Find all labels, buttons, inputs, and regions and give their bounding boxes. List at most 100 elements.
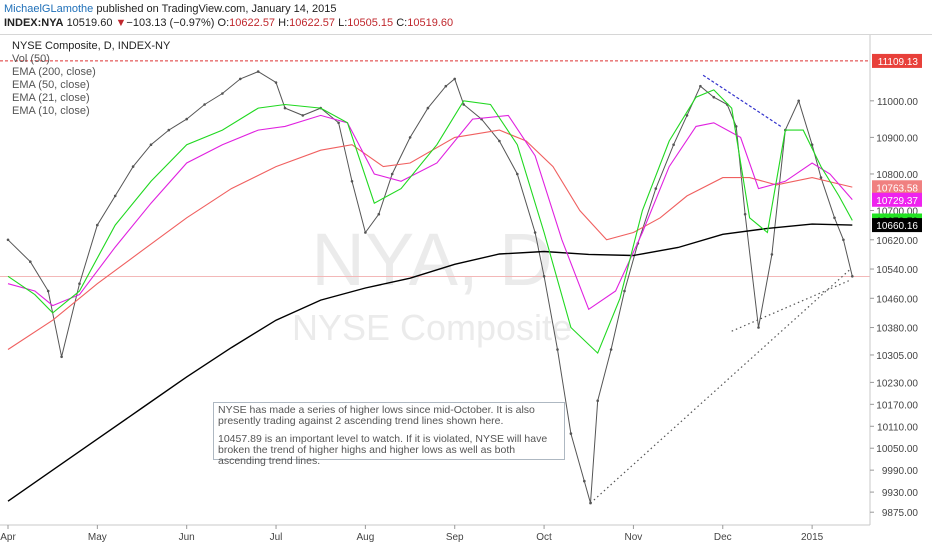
- price-tag-bg: [872, 218, 922, 233]
- price-axis-label: 10380.00: [876, 324, 918, 335]
- price-point: [583, 479, 586, 483]
- publish-line: MichaelGLamothe published on TradingView…: [4, 3, 336, 15]
- price-point: [685, 114, 689, 117]
- price-point: [498, 139, 501, 143]
- close-label: C:: [396, 17, 408, 29]
- symbol-quote-line: INDEX:NYA 10519.60 ▼−103.13 (−0.97%) O:1…: [4, 17, 453, 29]
- price-axis-label: 9990.00: [882, 466, 919, 477]
- trendline-nov-top: [702, 74, 782, 127]
- time-axis-label: Sep: [446, 532, 464, 543]
- time-axis-label: May: [88, 532, 107, 543]
- legend-item[interactable]: EMA (50, close): [12, 79, 90, 91]
- high-label: H:: [278, 17, 290, 29]
- note-paragraph-2: 10457.89 is an important level to watch.…: [218, 433, 548, 467]
- price-axis-label: 10460.00: [876, 294, 918, 305]
- trendline-october: [590, 268, 851, 504]
- low-label: L:: [338, 17, 348, 29]
- low-value: 10505.15: [347, 17, 394, 29]
- high-value: 10622.57: [289, 17, 336, 29]
- price-tag-bg: [872, 192, 922, 207]
- price-point: [29, 260, 32, 263]
- price-axis-label: 10540.00: [876, 265, 918, 276]
- price-point: [239, 77, 242, 81]
- price-point: [96, 223, 99, 227]
- price-point: [851, 275, 854, 278]
- time-axis-label: Jul: [270, 532, 283, 543]
- series-ema-50-close: [7, 129, 853, 350]
- price-tag-label: 11109.13: [878, 57, 919, 68]
- price-point: [516, 172, 519, 176]
- legend-item[interactable]: Vol (50): [12, 53, 50, 65]
- price-axis-label: 10900.00: [876, 133, 918, 144]
- price-point: [203, 103, 206, 106]
- price-axis-label: 10620.00: [876, 236, 918, 247]
- price-point: [377, 212, 381, 216]
- watermark-name: NYSE Composite: [292, 307, 572, 348]
- price-axis-label: 10700.00: [876, 207, 918, 218]
- price-point: [113, 194, 117, 198]
- time-axis-label: Jun: [179, 532, 195, 543]
- price-point: [6, 238, 10, 242]
- series-ema-10-close: [7, 89, 853, 355]
- price-point: [274, 81, 278, 84]
- legend-item[interactable]: EMA (10, close): [12, 105, 90, 117]
- price-axis-label: 10305.00: [876, 351, 918, 362]
- price-point: [569, 432, 573, 435]
- price-point: [453, 77, 457, 81]
- change-down-icon: ▼: [115, 17, 127, 29]
- price-point: [444, 84, 448, 88]
- price-axis-label: 9875.00: [882, 508, 919, 519]
- price-axis-label: 10800.00: [876, 170, 918, 181]
- series-ema-21-close: [7, 114, 853, 311]
- price-point: [542, 275, 546, 278]
- open-label: O:: [217, 17, 230, 29]
- chart-header: MichaelGLamothe published on TradingView…: [0, 0, 932, 35]
- price-point: [337, 121, 340, 125]
- price-point: [712, 95, 716, 99]
- price-tag-bg: [872, 53, 922, 68]
- price-point: [221, 92, 224, 95]
- published-text: published on TradingView.com, January 14…: [96, 3, 337, 15]
- price-point: [408, 136, 412, 139]
- price-point: [770, 253, 774, 256]
- legend-item[interactable]: EMA (21, close): [12, 92, 90, 104]
- price-point: [810, 143, 814, 146]
- price-tag-label: 10729.37: [876, 196, 918, 207]
- price-axis-label: 10170.00: [876, 400, 918, 411]
- series-ema-200-close: [7, 223, 853, 502]
- symbol-label[interactable]: INDEX:NYA: [4, 17, 64, 29]
- price-point: [364, 231, 367, 234]
- time-axis-label: Aug: [356, 532, 374, 543]
- price-tag-label: 10660.16: [876, 221, 918, 232]
- note-paragraph-1: NYSE has made a series of higher lows si…: [218, 404, 535, 427]
- chart-title: NYSE Composite, D, INDEX-NY: [12, 40, 171, 52]
- price-point: [699, 84, 702, 88]
- time-axis-label: 2015: [801, 532, 824, 543]
- price-chart[interactable]: NYA, D NYSE Composite 11000.00 10900.00 10…: [0, 35, 932, 550]
- price-point: [149, 143, 153, 146]
- annotation-note[interactable]: NYSE has made a series of higher lows si…: [213, 402, 565, 467]
- price-point: [185, 117, 188, 121]
- time-axis-label: Dec: [714, 532, 732, 543]
- author-link[interactable]: MichaelGLamothe: [4, 3, 94, 15]
- trendline-december: [731, 279, 851, 332]
- price-tag-label: 10763.58: [876, 183, 918, 194]
- price-point: [78, 282, 81, 285]
- price-point: [60, 355, 63, 359]
- price-point: [757, 326, 760, 329]
- time-axis-label: Apr: [0, 532, 16, 543]
- change-value: −103.13 (−0.97%): [126, 17, 215, 29]
- price-point: [833, 216, 836, 220]
- price-point: [301, 114, 305, 117]
- price-point: [842, 238, 845, 242]
- watermark-symbol: NYA, D: [311, 218, 552, 301]
- price-point: [283, 106, 287, 110]
- open-value: 10622.57: [229, 17, 276, 29]
- price-axis-label: 9930.00: [882, 488, 919, 499]
- price-point: [131, 165, 135, 168]
- price-point: [462, 103, 466, 106]
- price-point: [533, 231, 537, 234]
- price-tag-bg: [872, 180, 922, 195]
- price-point: [623, 289, 626, 293]
- legend-item[interactable]: EMA (200, close): [12, 66, 96, 78]
